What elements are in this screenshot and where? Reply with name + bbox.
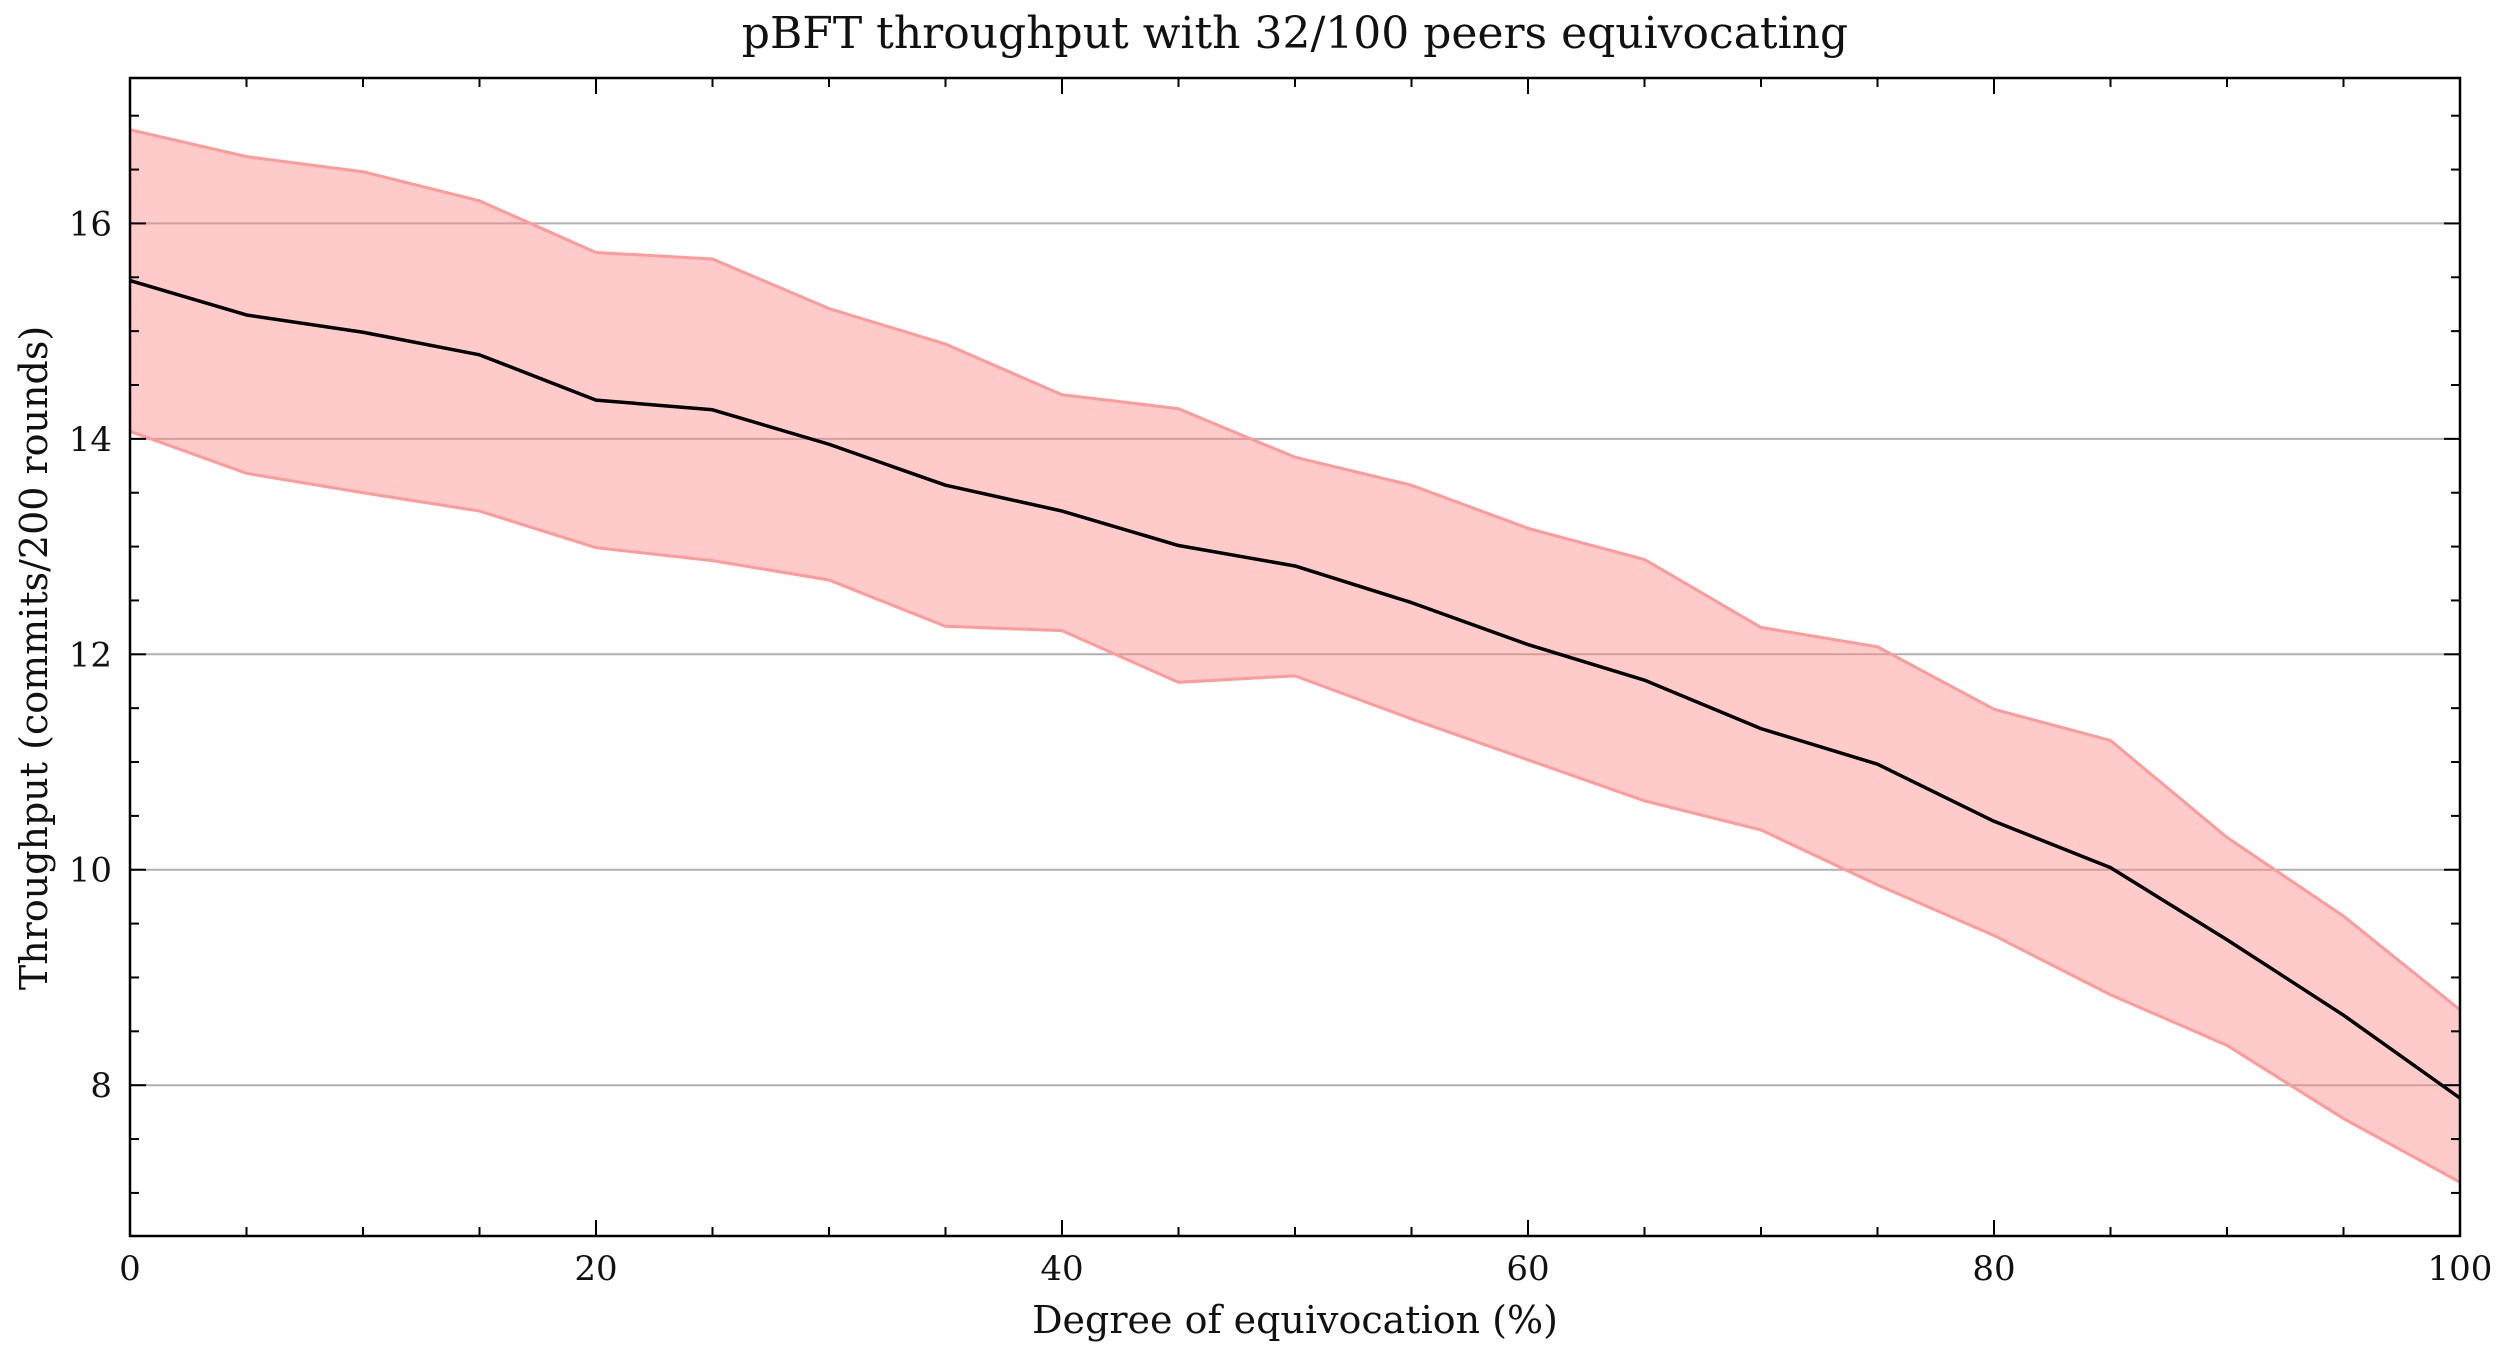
band-lower-edge [129, 429, 2461, 1184]
series-line [129, 278, 2462, 1100]
confidence-band [130, 129, 2460, 1183]
chart-title: pBFT throughput with 32/100 peers equivo… [742, 8, 1848, 59]
y-tick-label: 12 [69, 635, 112, 675]
x-tick-label: 20 [574, 1249, 617, 1289]
series-line-layer [129, 278, 2462, 1100]
y-tick-label: 10 [69, 851, 112, 891]
y-tick-label: 16 [69, 204, 112, 244]
x-tick-label: 100 [2428, 1249, 2493, 1289]
confidence-band-layer [129, 128, 2461, 1184]
band-upper-edge [129, 128, 2461, 1011]
y-axis-title: Throughput (commits/200 rounds) [12, 326, 56, 990]
gridlines [130, 222, 2460, 1087]
y-tick-label: 14 [69, 420, 112, 460]
ticks [129, 78, 2461, 1236]
x-tick-label: 0 [119, 1249, 141, 1289]
x-tick-label: 40 [1040, 1249, 1083, 1289]
y-tick-label: 8 [90, 1066, 112, 1106]
x-tick-label: 60 [1506, 1249, 1549, 1289]
x-tick-label: 80 [1972, 1249, 2015, 1289]
x-axis-title: Degree of equivocation (%) [1032, 1298, 1558, 1342]
tick-labels: 0 20 40 60 80 100 8 10 12 14 16 [69, 204, 2493, 1289]
